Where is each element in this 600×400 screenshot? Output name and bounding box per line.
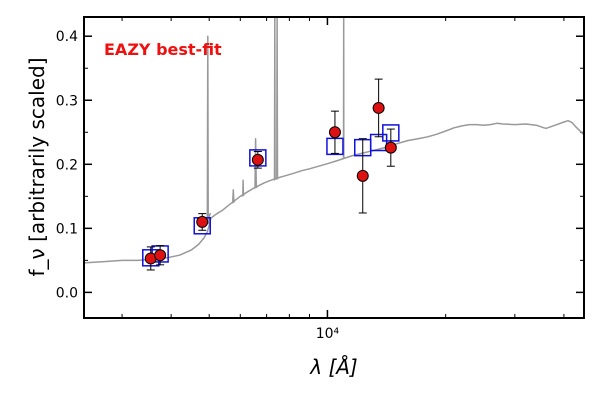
observed-photometry-point xyxy=(251,153,264,166)
y-tick-label: 0.0 xyxy=(56,285,78,301)
plot-frame xyxy=(83,16,585,319)
y-tick-label: 0.4 xyxy=(56,29,78,45)
model-spectrum-line xyxy=(231,189,236,204)
axis-ticks: 0.0 0.1 0.2 0.3 0.4 10⁴ xyxy=(56,17,584,342)
y-tick-label: 0.1 xyxy=(56,221,78,237)
observed-photometry-point xyxy=(356,169,369,182)
model-spectrum-line xyxy=(206,35,212,224)
x-tick-label: 10⁴ xyxy=(316,326,340,342)
model-spectrum-line xyxy=(241,179,245,197)
observed-photometry-point xyxy=(154,249,167,262)
model-spectrum-line xyxy=(273,17,279,181)
observed-photometry-point xyxy=(328,126,341,139)
model-spectrum-line xyxy=(254,137,258,189)
series-layer xyxy=(84,17,584,271)
observed-photometry-point xyxy=(372,101,385,114)
y-tick-label: 0.2 xyxy=(56,157,78,173)
y-tick-label: 0.3 xyxy=(56,93,78,109)
model-spectrum-line xyxy=(342,17,345,160)
model-spectrum-line xyxy=(84,119,584,264)
y-axis-title: f_ν [arbitrarily scaled] xyxy=(25,58,49,277)
observed-photometry-point xyxy=(196,215,209,228)
annotation-label: EAZY best-fit xyxy=(104,40,222,59)
x-axis-title: λ [Å] xyxy=(309,355,357,379)
observed-photometry-point xyxy=(384,141,397,154)
